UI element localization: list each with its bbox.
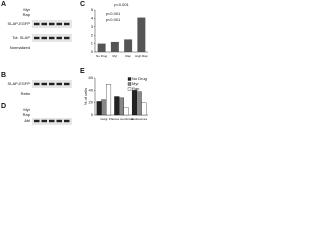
annotation: p<0.001 xyxy=(106,17,121,22)
band xyxy=(49,36,55,40)
band xyxy=(34,36,40,40)
y-tick-label: 0 xyxy=(91,49,94,54)
y-axis-label: % of cells xyxy=(83,88,88,105)
band xyxy=(64,119,70,123)
y-tick-label: 2 xyxy=(91,32,94,37)
bar xyxy=(141,102,147,116)
panel-letter: E xyxy=(80,68,85,75)
legend-swatch xyxy=(127,77,132,81)
legend-label: Rap xyxy=(132,86,140,91)
band xyxy=(64,22,70,26)
row-label: Rap xyxy=(23,112,31,117)
legend-label: Myr xyxy=(132,81,139,86)
y-tick-label: 60 xyxy=(89,75,94,80)
y-tick-label: 40 xyxy=(89,87,94,92)
band xyxy=(41,119,47,123)
y-tick-label: 5 xyxy=(91,7,94,12)
legend-label: No Drug xyxy=(132,76,147,81)
row-label: Tot. SLAP xyxy=(12,35,30,40)
page: A B D Myr Rap SLAP-EGFP Tot. SLAP Normalized… xyxy=(1,0,148,125)
band xyxy=(56,119,62,123)
x-tick-label: High Rap xyxy=(135,54,148,58)
band xyxy=(41,36,47,40)
y-tick-label: 3 xyxy=(91,24,94,29)
bar xyxy=(114,96,120,116)
x-tick-label: Endosomes xyxy=(131,117,147,121)
y-tick-label: 0 xyxy=(91,112,94,117)
x-tick-label: Golgi xyxy=(100,117,107,121)
bar xyxy=(118,97,125,116)
y-tick-label: 1 xyxy=(91,41,94,46)
band xyxy=(64,82,70,86)
band xyxy=(49,22,55,26)
chart-title: p<0.001 xyxy=(114,2,129,7)
bar xyxy=(101,99,107,116)
row-label: SLAP-EGFP xyxy=(8,81,31,86)
row-label: Rap xyxy=(23,12,31,17)
bar xyxy=(123,107,129,116)
bar xyxy=(110,41,119,52)
bar xyxy=(137,17,146,53)
bar xyxy=(106,84,112,116)
band xyxy=(41,22,47,26)
band xyxy=(34,82,40,86)
band xyxy=(64,36,70,40)
legend-swatch xyxy=(127,82,132,86)
x-tick-label: Myr xyxy=(112,54,117,58)
band xyxy=(49,82,55,86)
panel-letter: C xyxy=(80,1,85,8)
bar xyxy=(96,101,102,116)
band xyxy=(34,119,40,123)
y-tick-label: 20 xyxy=(89,100,94,105)
panel-letter: A xyxy=(1,1,6,8)
legend-swatch xyxy=(127,87,132,91)
x-tick-label: Plasma membrane xyxy=(109,117,135,121)
x-tick-label: Rap xyxy=(125,54,131,58)
band xyxy=(56,22,62,26)
row-label: Myr xyxy=(23,107,30,112)
row-label: Myr xyxy=(23,7,30,12)
bar xyxy=(124,39,133,52)
y-tick-label: 4 xyxy=(91,15,94,20)
annotation: p<0.001 xyxy=(106,11,121,16)
band xyxy=(41,82,47,86)
row-label: SLAP-EGFP xyxy=(8,21,31,26)
row-label: Normalized xyxy=(10,45,30,50)
band xyxy=(56,36,62,40)
bar xyxy=(97,43,106,52)
band xyxy=(49,119,55,123)
band xyxy=(56,82,62,86)
panel-letter: D xyxy=(1,103,6,110)
bar xyxy=(136,91,142,116)
band xyxy=(34,22,40,26)
row-label: Abl xyxy=(24,118,30,123)
bar xyxy=(131,90,137,116)
row-label: Ratio xyxy=(21,91,31,96)
panel-letter: B xyxy=(1,72,6,79)
x-tick-label: No Drug xyxy=(96,54,108,58)
